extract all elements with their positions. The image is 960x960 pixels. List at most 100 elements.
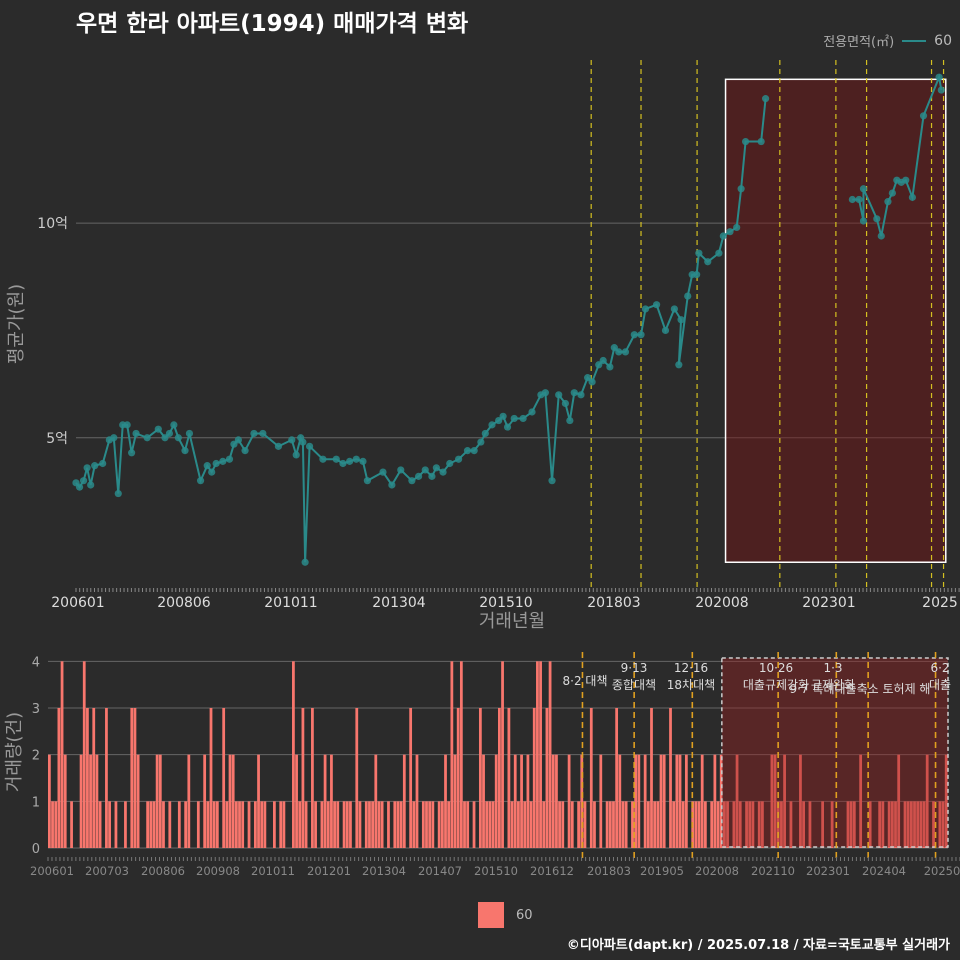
price-point — [503, 423, 512, 431]
volume-bar — [326, 801, 330, 848]
volume-bar — [684, 754, 688, 848]
price-point — [719, 232, 727, 240]
volume-bar — [368, 801, 371, 848]
volume-bar — [520, 754, 523, 848]
volume-bar — [402, 754, 406, 848]
volume-bar — [615, 708, 619, 848]
volume-bar — [231, 754, 235, 848]
price-point — [541, 389, 549, 397]
volume-bar — [526, 754, 530, 848]
volume-bar — [273, 801, 276, 848]
price-point — [428, 472, 436, 480]
price-point — [693, 271, 701, 279]
price-point — [652, 301, 661, 309]
volume-bar — [298, 801, 302, 848]
price-point — [873, 215, 881, 223]
price-point — [332, 455, 340, 463]
volume-bar — [320, 801, 324, 848]
bar-y-tick-label: 4 — [32, 655, 40, 670]
policy-annotation-date: 1·3 — [823, 661, 842, 675]
volume-bar — [263, 801, 267, 848]
volume-bar — [646, 801, 650, 848]
volume-bar — [279, 801, 283, 848]
volume-bar — [133, 708, 137, 848]
bar-x-tick-label: 201407 — [418, 864, 462, 878]
volume-bar — [98, 801, 102, 848]
volume-bar — [453, 754, 457, 848]
volume-bar — [773, 754, 777, 848]
volume-bar — [539, 661, 542, 848]
volume-bar — [694, 801, 698, 848]
volume-bar — [130, 708, 134, 848]
volume-bar — [941, 801, 945, 848]
volume-bar — [621, 801, 625, 848]
price-point — [470, 447, 478, 455]
volume-bar — [301, 708, 305, 848]
volume-bar — [580, 754, 584, 848]
bar-y-tick-label: 3 — [32, 702, 40, 717]
volume-bar — [498, 708, 501, 848]
legend-top: 전용면적(㎡) 60 — [823, 31, 952, 51]
volume-bar — [437, 801, 441, 848]
volume-bar — [311, 708, 314, 848]
volume-bar — [349, 801, 352, 848]
x-tick-label: 200601 — [51, 595, 104, 611]
price-point — [132, 429, 140, 438]
price-point — [292, 451, 300, 459]
x-tick-label: 202008 — [695, 595, 748, 611]
price-point — [128, 449, 136, 457]
volume-bar — [913, 801, 916, 848]
volume-bar — [507, 708, 511, 848]
price-point — [110, 434, 118, 442]
volume-bar — [637, 754, 641, 848]
volume-bar — [355, 708, 359, 848]
volume-bar — [501, 661, 504, 848]
volume-bar — [852, 801, 856, 848]
policy-annotation-name: 대출규제강화 — [743, 678, 809, 692]
volume-bar — [114, 801, 118, 848]
volume-bar — [542, 801, 546, 848]
chart-title: 우면 한라 아파트(1994) 매매가격 변화 — [76, 11, 469, 37]
price-line — [75, 98, 767, 563]
price-point — [877, 232, 885, 240]
volume-bar — [387, 801, 390, 848]
policy-annotation: 9·7 특례대출축소 토허제 해 — [790, 682, 931, 696]
volume-bar — [558, 801, 561, 848]
volume-bar — [583, 801, 587, 848]
volume-bar — [82, 661, 86, 848]
volume-bar — [808, 801, 812, 848]
price-point — [902, 176, 910, 184]
volume-bar — [761, 801, 764, 848]
x-tick-label: 201011 — [264, 595, 317, 611]
price-point — [421, 466, 429, 474]
price-point — [143, 434, 151, 442]
volume-bar — [412, 801, 416, 848]
volume-bar — [105, 708, 108, 848]
volume-bar — [678, 754, 682, 848]
bar-x-tick-label: 202301 — [806, 864, 850, 878]
volume-bar — [723, 801, 726, 848]
price-point — [432, 464, 440, 472]
volume-bar — [919, 801, 923, 848]
volume-bar — [253, 801, 257, 848]
price-point — [208, 468, 216, 476]
volume-bar — [577, 801, 580, 848]
legend-title: 전용면적(㎡) — [823, 35, 895, 50]
price-point — [91, 462, 99, 470]
volume-bar — [748, 801, 752, 848]
price-point — [859, 217, 868, 225]
volume-bar — [478, 708, 482, 848]
volume-bar — [703, 801, 707, 848]
bar-x-tick-label: 201612 — [530, 864, 574, 878]
volume-bar — [561, 801, 565, 848]
volume-bar — [605, 801, 609, 848]
volume-bar — [859, 754, 863, 848]
volume-bar — [491, 801, 495, 848]
bar-x-tick-label: 201803 — [587, 864, 631, 878]
volume-bar — [925, 754, 929, 848]
volume-bar — [209, 708, 213, 848]
volume-bar — [548, 661, 552, 848]
price-point — [165, 429, 174, 438]
volume-bar — [485, 801, 489, 848]
